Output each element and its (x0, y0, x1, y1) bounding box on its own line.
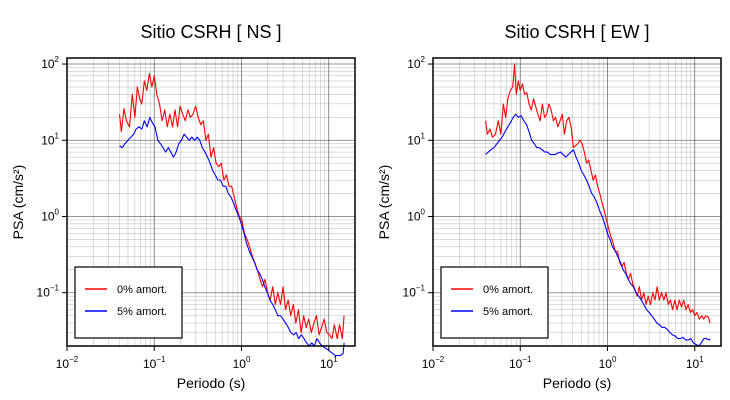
x-tick-label: 101 (320, 355, 338, 371)
y-axis-label: PSA (cm/s²) (10, 165, 26, 240)
x-tick-label: 101 (686, 355, 704, 371)
plot-frame (432, 57, 722, 347)
legend-label: 0% amort. (117, 284, 167, 296)
x-tick-label: 10−1 (143, 355, 166, 371)
y-tick-label: 101 (41, 131, 59, 147)
x-tick-label: 10−2 (56, 355, 79, 371)
y-tick-label: 10−1 (37, 284, 60, 300)
legend-label: 0% amort. (483, 284, 533, 296)
x-tick-label: 10−2 (422, 355, 445, 371)
x-tick-label: 100 (599, 355, 617, 371)
series-line-damped (119, 116, 345, 357)
x-axis-label: Periodo (s) (177, 375, 245, 391)
legend-label: 5% amort. (483, 306, 533, 318)
y-tick-label: 101 (407, 131, 425, 147)
chart-title: Sitio CSRH [ EW ] (504, 22, 649, 42)
x-axis-label: Periodo (s) (543, 375, 611, 391)
y-axis-label: PSA (cm/s²) (376, 165, 392, 240)
legend-box (74, 266, 183, 339)
chart-panel: 10−2 10−1 100 101 10−1 100 101 102 Sitio CSRH [ … (10, 22, 356, 391)
y-tick-label: 100 (41, 207, 59, 223)
plot-frame (66, 57, 356, 347)
chart-panel: 10−2 10−1 100 101 10−1 100 101 102 Sitio CSRH [ … (376, 22, 722, 391)
grid (432, 58, 722, 347)
y-tick-label: 10−1 (403, 284, 426, 300)
x-tick-label: 10−1 (509, 355, 532, 371)
y-tick-label: 100 (407, 207, 425, 223)
y-tick-label: 102 (41, 55, 59, 71)
series-line-undamped (118, 73, 345, 340)
chart-title: Sitio CSRH [ NS ] (140, 22, 281, 42)
series-line-undamped (484, 63, 711, 324)
legend-label: 5% amort. (117, 306, 167, 318)
legend-box (440, 266, 549, 339)
y-tick-label: 102 (407, 55, 425, 71)
x-tick-label: 100 (233, 355, 251, 371)
legend: 0% amort. 5% amort. (440, 266, 549, 339)
legend: 0% amort. 5% amort. (74, 266, 183, 339)
series-line-damped (485, 113, 711, 347)
